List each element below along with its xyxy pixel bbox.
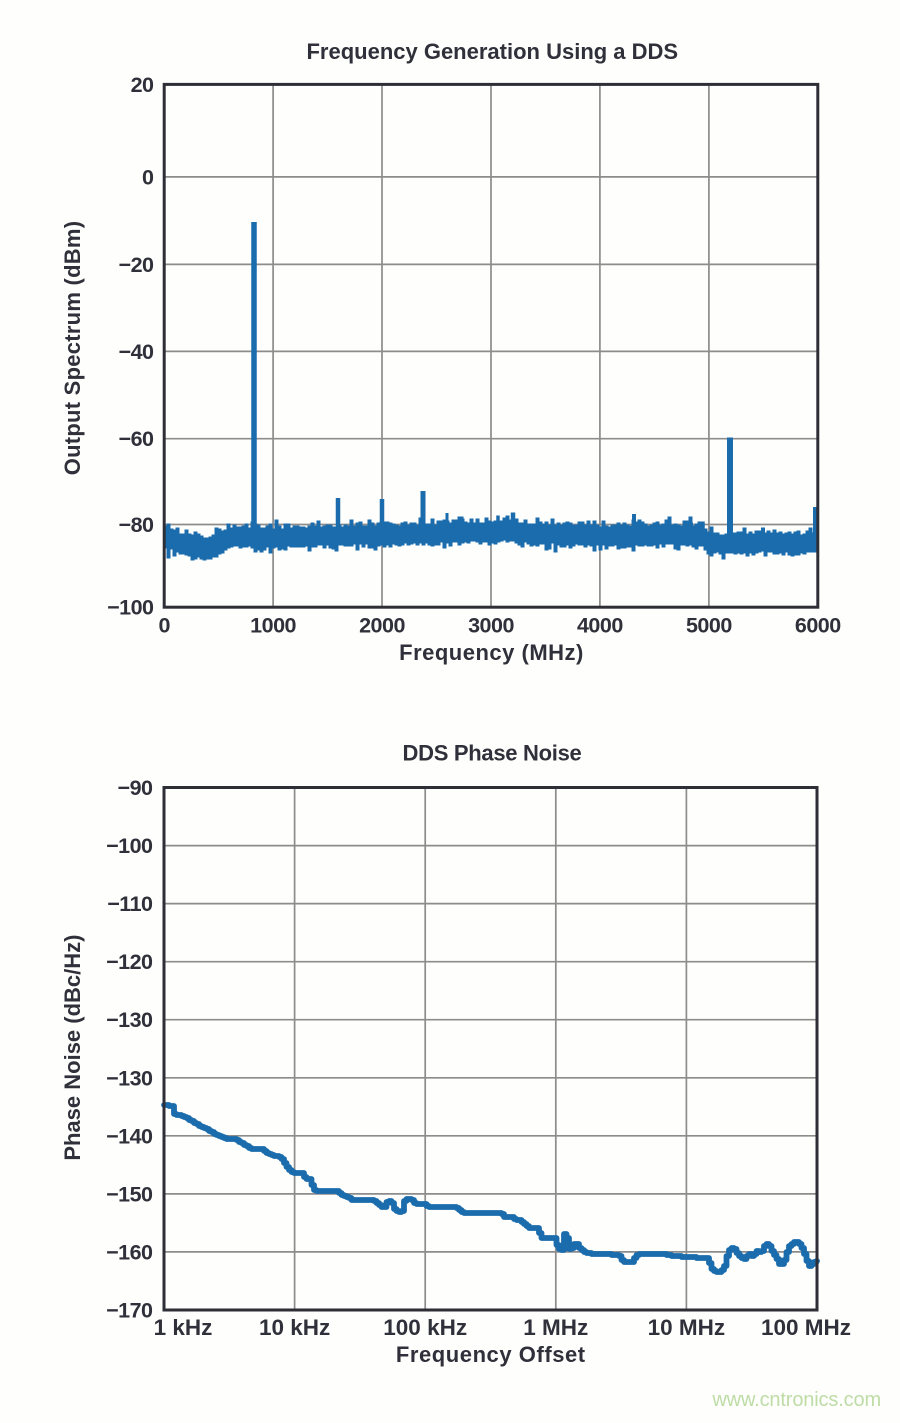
svg-text:Frequency Generation Using a D: Frequency Generation Using a DDS (306, 39, 678, 64)
svg-text:−130: −130 (106, 1066, 153, 1090)
svg-text:−60: −60 (119, 427, 155, 451)
svg-text:www.cntronics.com: www.cntronics.com (711, 1389, 881, 1411)
svg-text:Frequency Offset: Frequency Offset (396, 1342, 586, 1367)
svg-text:4000: 4000 (577, 614, 623, 638)
svg-text:−80: −80 (119, 513, 155, 537)
svg-text:1 kHz: 1 kHz (154, 1315, 213, 1340)
svg-text:−100: −100 (106, 834, 153, 858)
svg-text:Output Spectrum (dBm): Output Spectrum (dBm) (60, 221, 85, 476)
svg-text:3000: 3000 (468, 614, 514, 638)
svg-text:100 MHz: 100 MHz (761, 1315, 851, 1340)
svg-text:DDS Phase Noise: DDS Phase Noise (403, 741, 582, 766)
svg-text:−20: −20 (119, 253, 155, 277)
svg-text:2000: 2000 (359, 614, 405, 638)
svg-text:−140: −140 (106, 1124, 153, 1148)
svg-text:−150: −150 (106, 1182, 153, 1206)
svg-text:−90: −90 (118, 776, 154, 800)
svg-text:−110: −110 (107, 892, 153, 916)
svg-text:10 kHz: 10 kHz (259, 1315, 330, 1340)
svg-text:0: 0 (142, 165, 154, 189)
svg-text:Phase Noise (dBc/Hz): Phase Noise (dBc/Hz) (60, 935, 85, 1161)
svg-text:6000: 6000 (795, 614, 841, 638)
svg-text:5000: 5000 (686, 614, 732, 638)
svg-text:1 MHz: 1 MHz (523, 1315, 588, 1340)
svg-text:20: 20 (131, 73, 154, 97)
svg-text:1000: 1000 (250, 614, 296, 638)
svg-text:−120: −120 (106, 950, 153, 974)
svg-text:−40: −40 (119, 340, 155, 364)
svg-text:Frequency (MHz): Frequency (MHz) (399, 640, 584, 665)
svg-text:−160: −160 (106, 1240, 153, 1264)
svg-text:−130: −130 (106, 1008, 153, 1032)
svg-text:100 kHz: 100 kHz (383, 1315, 467, 1340)
svg-text:−100: −100 (107, 596, 154, 620)
svg-text:−170: −170 (106, 1299, 153, 1323)
svg-text:0: 0 (158, 614, 170, 638)
svg-text:10 MHz: 10 MHz (648, 1315, 726, 1340)
